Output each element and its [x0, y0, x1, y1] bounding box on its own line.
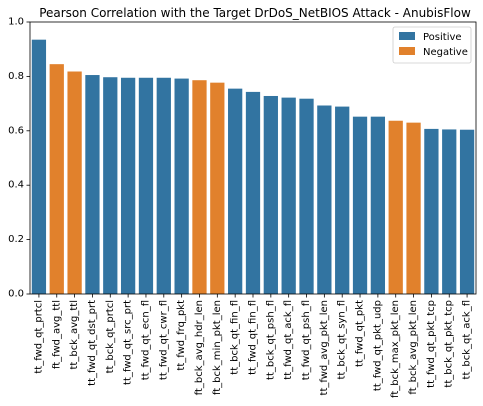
bar-tt_fwd_avg_pkt_len — [317, 105, 332, 294]
bar-tt_fwd_qt_fin_fl — [245, 91, 261, 295]
x-axis: tt_fwd_qt_prtcl ft_fwd_avg_ttl tt_bck_avg_… — [33, 294, 473, 398]
x-tick-label: ft_fwd_avg_ttl — [51, 300, 62, 369]
y-tick-label: 0.2 — [8, 234, 24, 245]
y-tick-label: 0.8 — [8, 71, 24, 82]
x-tick-label: tt_bck_qt_fin_fl — [230, 300, 241, 375]
bar-tt_fwd_qt_dst_prt — [85, 75, 100, 294]
bar-tt_fwd_qt_src_prt — [120, 77, 136, 294]
y-tick-label: 1.0 — [8, 17, 24, 28]
x-tick-label: tt_fwd_avg_pkt_len — [319, 300, 330, 395]
bar-ft_bck_avg_pkt_len — [406, 122, 421, 294]
bar-tt_fwd_frq_pkt — [174, 78, 189, 294]
bar-ft_bck_min_pkt_len — [210, 82, 225, 294]
plot-frame — [29, 21, 477, 295]
x-tick-label: tt_bck_qt_ack_fl — [462, 300, 473, 379]
x-tick-label: tt_fwd_qt_pkt_tcp — [426, 300, 437, 388]
bar-tt_bck_qt_fin_fl — [228, 88, 243, 294]
x-tick-label: ft_bck_avg_hdr_len — [194, 300, 205, 395]
legend-swatch-negative — [399, 47, 415, 55]
x-tick-label: tt_fwd_qt_psh_fl — [301, 300, 312, 380]
y-tick-label: 0.0 — [8, 289, 24, 300]
bar-tt_fwd_qt_prtcl — [31, 39, 47, 295]
bar-tt_fwd_qt_pkt — [352, 116, 368, 294]
bar-tt_fwd_qt_psh_fl — [299, 98, 314, 294]
x-tick-label: ft_bck_avg_pkt_len — [408, 300, 419, 395]
bar-tt_fwd_qt_cwr_fl — [156, 77, 171, 294]
x-tick-label: tt_bck_qt_prtcl — [105, 300, 116, 373]
x-tick-label: tt_bck_qt_syn_fl — [337, 300, 348, 380]
x-tick-label: tt_fwd_qt_cwr_fl — [158, 300, 169, 380]
x-tick-label: tt_fwd_qt_fin_fl — [248, 300, 259, 375]
x-tick-label: tt_bck_qt_psh_fl — [265, 300, 276, 380]
legend: Positive Negative — [392, 26, 472, 64]
x-tick-label: ft_bck_max_pkt_len — [390, 300, 401, 398]
bars-group — [31, 39, 475, 295]
bar-tt_fwd_qt_ecn_fl — [138, 77, 154, 294]
x-tick-label: tt_bck_qt_pkt_tcp — [444, 300, 455, 388]
x-tick-label: tt_fwd_qt_ecn_fl — [140, 300, 151, 380]
x-tick-label: tt_fwd_qt_pkt_udp — [372, 300, 383, 391]
x-tick-label: tt_fwd_qt_src_prt — [123, 300, 134, 385]
bar-tt_fwd_qt_pkt_udp — [370, 116, 386, 294]
x-tick-label: tt_fwd_qt_ack_fl — [283, 300, 294, 380]
x-tick-label: ft_bck_min_pkt_len — [212, 300, 223, 395]
bar-tt_bck_qt_ack_fl — [459, 129, 475, 294]
bar-tt_bck_avg_ttl — [67, 71, 82, 294]
x-tick-label: tt_fwd_qt_dst_prt — [87, 300, 98, 386]
legend-label-negative: Negative — [423, 47, 468, 58]
bar-tt_fwd_qt_ack_fl — [281, 97, 296, 295]
x-tick-label: tt_fwd_qt_prtcl — [33, 300, 44, 374]
bar-ft_bck_max_pkt_len — [388, 120, 403, 295]
x-tick-label: tt_bck_avg_ttl — [69, 300, 80, 370]
bar-tt_bck_qt_psh_fl — [263, 95, 278, 294]
legend-label-positive: Positive — [423, 32, 462, 43]
legend-swatch-positive — [399, 32, 415, 40]
y-tick-label: 0.4 — [8, 180, 24, 191]
y-axis: 0.0 0.2 0.4 0.6 0.8 1.0 — [8, 17, 30, 300]
bar-tt_bck_qt_pkt_tcp — [442, 129, 457, 294]
bar-tt_bck_qt_prtcl — [103, 77, 118, 294]
chart-title: Pearson Correlation with the Target DrDo… — [39, 6, 471, 20]
bar-tt_bck_qt_syn_fl — [335, 106, 350, 294]
x-tick-label: tt_fwd_frq_pkt — [176, 300, 187, 371]
y-tick-label: 0.6 — [8, 125, 24, 136]
bar-tt_fwd_qt_pkt_tcp — [424, 128, 439, 294]
x-tick-label: tt_fwd_qt_pkt — [355, 300, 366, 367]
bar-ft_bck_avg_hdr_len — [192, 80, 207, 295]
bar-ft_fwd_avg_ttl — [49, 64, 64, 294]
